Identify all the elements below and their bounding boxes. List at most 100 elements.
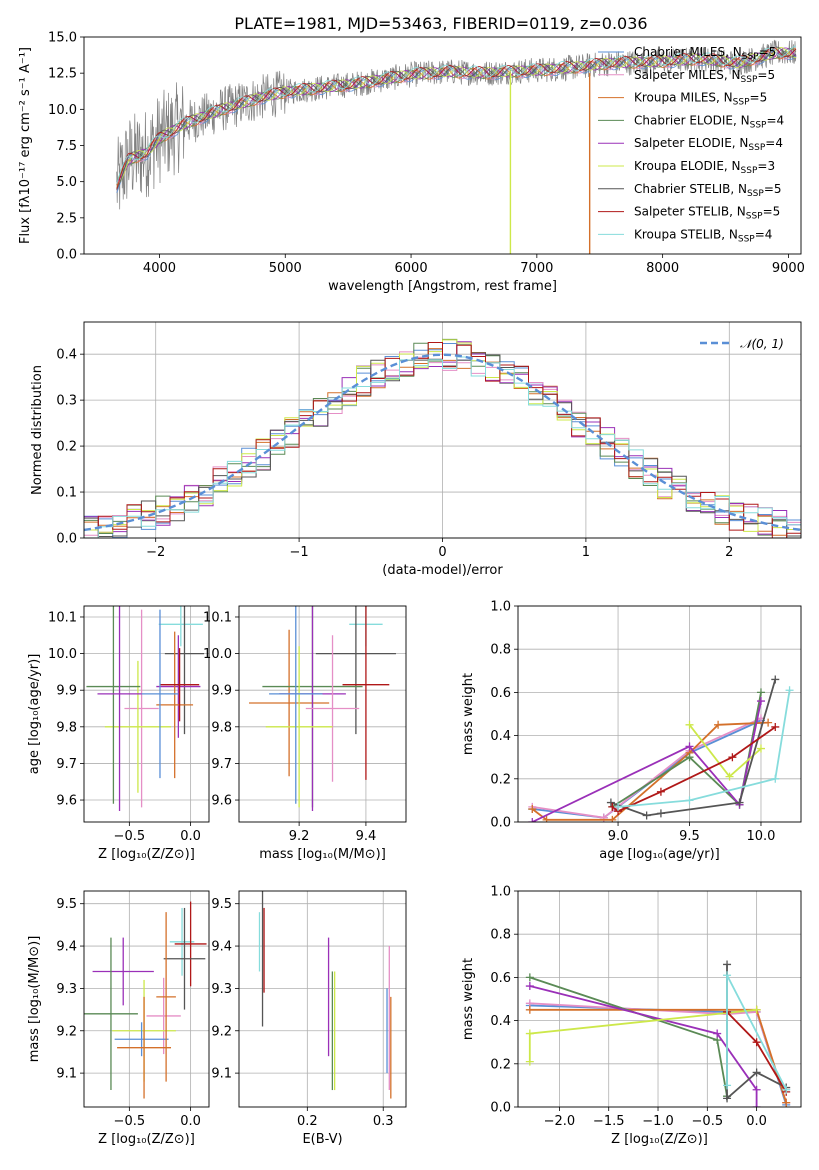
weight-line-4 <box>531 700 762 822</box>
x-tick-label: 8000 <box>646 261 679 276</box>
x-tick-label: −0.5 <box>114 829 146 844</box>
y-tick-label: 0.4 <box>56 348 77 363</box>
plot-area <box>84 338 801 538</box>
y-tick-label: 10.1 <box>48 610 77 625</box>
x-tick-label: 9.2 <box>289 829 310 844</box>
weight-line-8 <box>618 690 791 808</box>
plot-area <box>249 606 396 812</box>
x-tick-label: 0 <box>438 545 446 560</box>
y-tick-label: 9.6 <box>56 794 77 809</box>
weight-marker <box>525 1029 534 1038</box>
x-tick-label: 9.5 <box>679 829 700 844</box>
x-axis-label: Z [log₁₀(Z/Z⊙)] <box>611 1132 708 1147</box>
x-tick-label: 0.2 <box>297 1114 318 1129</box>
x-tick-label: 2 <box>725 545 733 560</box>
y-tick-label: 1.0 <box>490 600 511 615</box>
y-tick-label: 9.3 <box>56 982 77 997</box>
weight-marker <box>714 720 723 729</box>
y-tick-label: 1.0 <box>490 885 511 900</box>
weight-marker <box>782 1085 791 1094</box>
x-axis-label: Z [log₁₀(Z/Z⊙)] <box>98 1132 195 1147</box>
axes-frame <box>83 36 802 255</box>
grid <box>84 606 209 822</box>
weight-marker <box>752 1068 761 1077</box>
weight-marker <box>752 1005 761 1014</box>
weight-marker <box>656 787 665 796</box>
x-tick-label: 9.0 <box>608 829 629 844</box>
y-tick-label: 9.9 <box>56 684 77 699</box>
y-tick-label: 9.2 <box>211 1024 232 1039</box>
x-axis-label: mass [log₁₀(M/M⊙)] <box>259 847 386 862</box>
y-tick-label: 9.5 <box>56 897 77 912</box>
weight-marker <box>756 744 765 753</box>
y-axis-label: Normed distribution <box>30 365 45 495</box>
plot-area <box>525 960 791 1107</box>
weight-marker <box>723 1081 732 1090</box>
weight-marker <box>525 1057 534 1066</box>
y-tick-label: 9.9 <box>211 684 232 699</box>
grid <box>84 891 209 1107</box>
weight-marker <box>771 675 780 684</box>
axes-frame <box>517 890 802 1108</box>
grid <box>239 606 406 822</box>
legend-entry: Kroupa MILES, NSSP=5 <box>634 91 767 108</box>
weight-marker <box>685 796 694 805</box>
plot-area <box>528 675 794 822</box>
legend-entry: Salpeter ELODIE, NSSP=4 <box>634 136 783 153</box>
weight-marker <box>525 973 534 982</box>
plot-area <box>116 39 797 254</box>
x-tick-label: 10.0 <box>747 829 776 844</box>
weight-marker <box>608 815 617 822</box>
weight-marker <box>752 1085 761 1094</box>
weight-marker <box>656 809 665 818</box>
y-tick-label: 0.0 <box>56 532 77 547</box>
weight-marker <box>528 818 537 822</box>
y-tick-label: 9.1 <box>211 1067 232 1082</box>
residual-histogram-7 <box>84 342 801 538</box>
y-axis-label: Flux [fλ10⁻¹⁷ erg cm⁻² s⁻¹ A⁻¹] <box>18 47 33 244</box>
model-line-4 <box>116 47 797 183</box>
axes-frame <box>238 605 407 823</box>
y-tick-label: 0.2 <box>490 772 511 787</box>
plot-area <box>86 606 205 812</box>
axes-frame <box>517 605 802 823</box>
weight-marker <box>713 1029 722 1038</box>
grid <box>518 890 801 1108</box>
y-tick-label: 9.6 <box>211 794 232 809</box>
panel-mass-vs-Z: −0.5 0.0 9.1 9.2 9.3 9.4 9.5 Z [log₁₀(Z/Z⊙)] mas… <box>27 890 210 1147</box>
legend: Chabrier MILES, NSSP=5 Salpeter MILES, NS… <box>598 45 784 244</box>
axes-frame <box>238 890 407 1108</box>
legend: 𝒩(0, 1) <box>700 337 784 351</box>
x-tick-label: 4000 <box>143 261 176 276</box>
y-tick-label: 9.2 <box>56 1024 77 1039</box>
weight-marker <box>725 772 734 781</box>
weight-marker <box>525 982 534 991</box>
weight-marker <box>771 722 780 731</box>
y-tick-label: 2.5 <box>56 211 77 226</box>
weight-marker <box>756 688 765 697</box>
y-tick-label: 0.8 <box>490 643 511 658</box>
y-tick-label: 0.2 <box>56 440 77 455</box>
weight-marker <box>685 720 694 729</box>
y-tick-label: 7.5 <box>56 139 77 154</box>
x-tick-label: 0.0 <box>180 829 201 844</box>
y-tick-label: 9.4 <box>56 940 77 955</box>
legend-entry: Salpeter STELIB, NSSP=5 <box>634 205 780 222</box>
residual-histogram-8 <box>84 356 801 538</box>
legend-entry: Kroupa STELIB, NSSP=4 <box>634 227 772 244</box>
grid <box>239 891 406 1107</box>
axes-frame <box>83 321 802 539</box>
weight-marker <box>785 686 794 695</box>
y-tick-label: 9.8 <box>56 720 77 735</box>
weight-marker <box>542 815 551 822</box>
y-tick-label: 15.0 <box>48 31 77 46</box>
legend-entry: Kroupa ELODIE, NSSP=3 <box>634 159 775 176</box>
y-axis-label: mass weight <box>461 673 476 755</box>
legend-entry: 𝒩(0, 1) <box>740 337 784 351</box>
panel-age-vs-Z: −0.5 0.0 9.6 9.7 9.8 9.9 10.0 10.1 Z [log₁₀(Z/Z⊙… <box>27 605 210 862</box>
axes-frame <box>83 890 210 1108</box>
y-tick-label: 0.0 <box>56 248 77 263</box>
x-tick-label: −2 <box>146 545 165 560</box>
x-tick-label: 0.0 <box>746 1114 767 1129</box>
